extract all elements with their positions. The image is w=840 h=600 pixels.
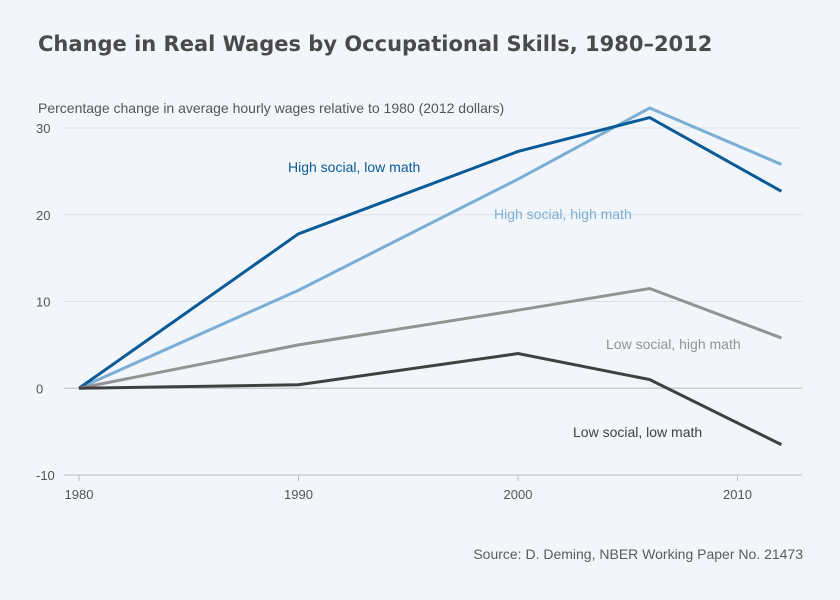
series-label-2: Low social, high math <box>606 336 741 352</box>
y-tick-label: 10 <box>36 295 50 310</box>
source-note: Source: D. Deming, NBER Working Paper No… <box>473 546 803 562</box>
series-line-0 <box>78 106 782 390</box>
series-line-1 <box>78 115 783 390</box>
x-tick-label: 2000 <box>504 487 533 502</box>
series-label-3: Low social, low math <box>573 424 702 440</box>
x-tick-label: 2010 <box>723 487 752 502</box>
y-tick-label: 20 <box>36 208 50 223</box>
y-tick-label: 30 <box>36 121 50 136</box>
chart-title: Change in Real Wages by Occupational Ski… <box>38 32 713 56</box>
series-line-2 <box>78 286 782 390</box>
series-label-0: High social, high math <box>494 206 632 222</box>
y-tick-label: -10 <box>36 468 55 483</box>
y-tick-label: 0 <box>36 381 43 396</box>
y-axis-label: Percentage change in average hourly wage… <box>38 100 505 116</box>
x-tick-label: 1990 <box>284 487 313 502</box>
series-label-1: High social, low math <box>288 159 420 175</box>
x-tick-label: 1980 <box>65 487 94 502</box>
series-line-3 <box>78 352 783 446</box>
